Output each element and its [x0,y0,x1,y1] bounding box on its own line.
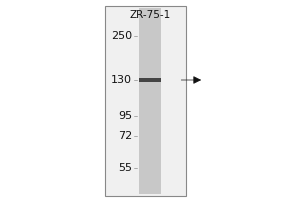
Text: 72: 72 [118,131,132,141]
Text: 95: 95 [118,111,132,121]
Bar [139,8,161,194]
Text: 55: 55 [118,163,132,173]
Text: 250: 250 [111,31,132,41]
Bar [105,6,186,196]
Bar [139,78,161,82]
Text: ZR-75-1: ZR-75-1 [129,10,171,20]
Text: 130: 130 [111,75,132,85]
